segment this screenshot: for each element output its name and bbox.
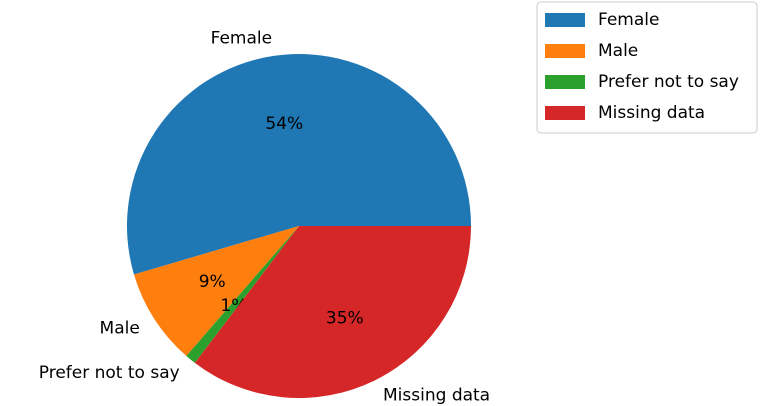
slice-label: Missing data: [383, 386, 490, 406]
percent-label: 9%: [199, 272, 226, 292]
slice-label: Prefer not to say: [39, 363, 180, 383]
pie-slice: [186, 226, 299, 363]
legend-swatch: [545, 44, 585, 58]
legend-swatch: [545, 75, 585, 89]
slice-label: Female: [211, 29, 272, 49]
legend-swatch: [545, 13, 585, 27]
percent-label: 54%: [265, 114, 303, 134]
pie-slice: [126, 53, 472, 275]
legend-label: Missing data: [598, 103, 705, 123]
percent-label: 35%: [326, 308, 364, 328]
legend-label: Male: [598, 41, 638, 61]
pie-slice: [194, 226, 471, 399]
legend-swatch: [545, 106, 585, 120]
legend-label: Prefer not to say: [598, 72, 739, 92]
slice-label: Male: [100, 318, 140, 338]
legend-box: [536, 1, 758, 134]
pie-slice: [133, 226, 299, 356]
legend-label: Female: [598, 10, 659, 30]
